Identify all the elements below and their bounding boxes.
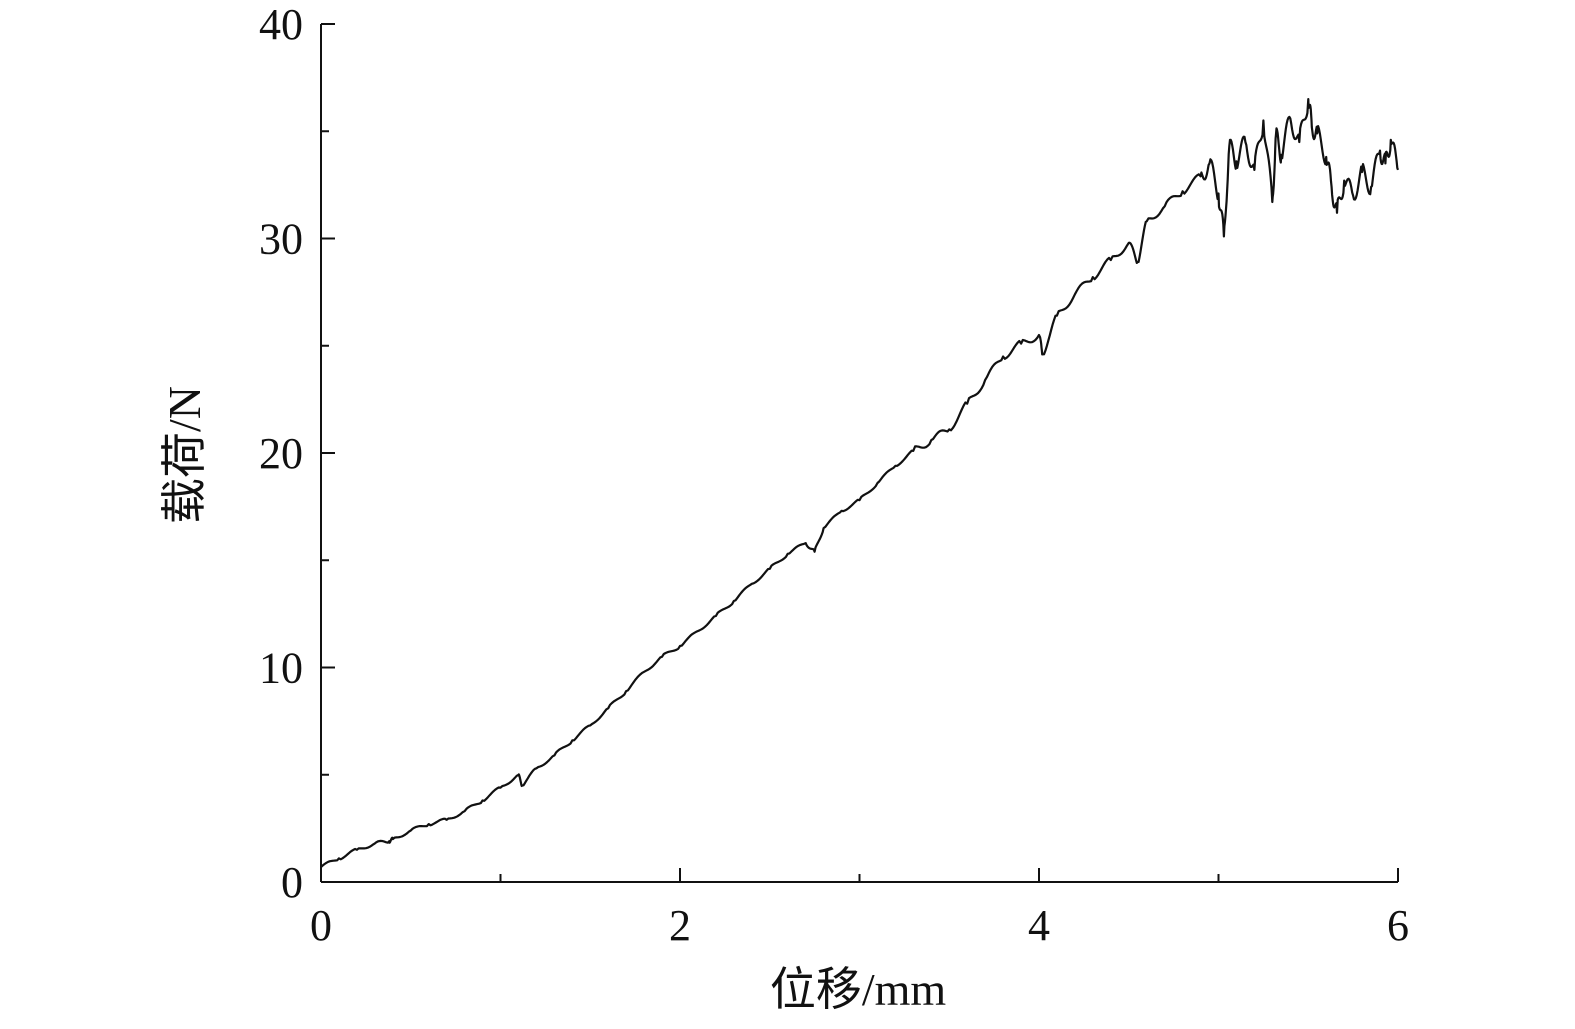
y-tick-label: 10 (259, 644, 303, 693)
x-tick-label: 6 (1387, 901, 1409, 950)
x-tick-label: 4 (1028, 901, 1050, 950)
y-tick-label: 20 (259, 429, 303, 478)
axes (320, 24, 1398, 883)
y-axis-title: 载荷/N (159, 386, 210, 524)
y-tick-label: 40 (259, 0, 303, 49)
tick-labels: 0 2 4 6 0 10 20 30 40 (259, 0, 1409, 950)
series-layer (320, 98, 1400, 868)
y-tick-label: 30 (259, 215, 303, 264)
x-tick-label: 2 (669, 901, 691, 950)
x-axis-title: 位移/mm (770, 964, 947, 1015)
y-tick-label: 0 (281, 858, 303, 907)
ticks (321, 23, 1399, 882)
x-tick-label: 0 (310, 901, 332, 950)
series-line-0 (320, 98, 1400, 868)
